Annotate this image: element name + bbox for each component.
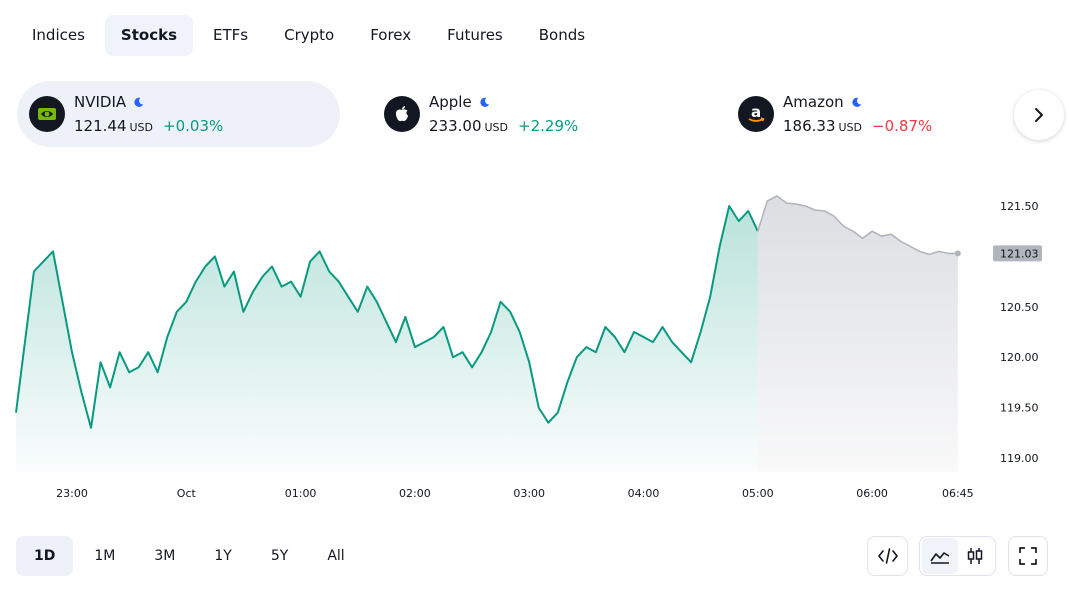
ticker-name: Amazon (783, 93, 844, 111)
category-tabs: Indices Stocks ETFs Crypto Forex Futures Bonds (16, 15, 605, 56)
x-tick-label: 03:00 (513, 487, 545, 500)
ticker-name: Apple (429, 93, 472, 111)
x-tick-label: 04:00 (628, 487, 660, 500)
next-tickers-button[interactable] (1014, 90, 1064, 140)
x-tick-label: Oct (177, 487, 197, 500)
range-1d[interactable]: 1D (16, 536, 74, 576)
ticker-card-amazon[interactable]: a Amazon 186.33 USD −0.87% (726, 81, 1006, 147)
range-3m[interactable]: 3M (154, 548, 176, 564)
ticker-price: 233.00 (429, 117, 482, 135)
ticker-currency: USD (838, 121, 863, 134)
tab-indices[interactable]: Indices (32, 26, 85, 44)
candlestick-icon (968, 548, 983, 564)
last-price-label-bg (993, 245, 1042, 262)
tab-etfs[interactable]: ETFs (213, 26, 249, 44)
moon-icon (480, 97, 489, 107)
ticker-currency: USD (129, 121, 154, 134)
tab-stocks[interactable]: Stocks (104, 15, 193, 56)
ticker-currency: USD (484, 121, 509, 134)
ticker-change: +2.29% (518, 117, 579, 135)
ticker-name: NVIDIA (74, 93, 127, 111)
ticker-price: 186.33 (783, 117, 836, 135)
tab-bonds[interactable]: Bonds (538, 26, 586, 44)
y-tick-label: 120.00 (1000, 351, 1039, 364)
embed-button[interactable] (867, 536, 908, 576)
y-tick-label: 119.00 (1000, 452, 1039, 465)
range-1y[interactable]: 1Y (214, 548, 232, 564)
ticker-price: 121.44 (74, 117, 127, 135)
x-tick-label: 01:00 (285, 487, 317, 500)
x-tick-label: 05:00 (742, 487, 774, 500)
range-1m[interactable]: 1M (94, 548, 116, 564)
regular-session-area (16, 206, 758, 472)
x-tick-label: 06:45 (942, 487, 974, 500)
moon-icon (852, 97, 861, 107)
y-tick-label: 119.50 (1000, 402, 1039, 415)
range-selector: 1D 1M 3M 1Y 5Y All (16, 536, 366, 576)
y-tick-label: 120.50 (1000, 301, 1039, 314)
candles-button[interactable] (958, 538, 994, 574)
last-price-label: 121.03 (1000, 247, 1039, 260)
y-tick-label: 121.50 (1000, 200, 1039, 213)
svg-text:a: a (751, 103, 761, 121)
amazon-logo: a (738, 96, 774, 132)
extended-session-area (757, 195, 958, 472)
area-chart-icon (930, 552, 950, 564)
fullscreen-icon (1019, 547, 1037, 565)
apple-logo (384, 96, 420, 132)
ticker-card-apple[interactable]: Apple 233.00 USD +2.29% (372, 81, 672, 147)
tab-crypto[interactable]: Crypto (284, 26, 335, 44)
x-tick-label: 06:00 (856, 487, 888, 500)
ticker-change: −0.87% (872, 117, 933, 135)
moon-icon (134, 97, 144, 107)
area-chart-button[interactable] (922, 538, 958, 574)
code-icon (877, 548, 898, 564)
tab-futures[interactable]: Futures (447, 26, 503, 44)
chart-type-group (919, 536, 996, 576)
x-tick-label: 02:00 (399, 487, 431, 500)
chevron-right-icon (1035, 108, 1043, 122)
price-chart[interactable]: 121.50 120.50 120.00 119.50 119.00 121.03 23:… (0, 160, 1069, 510)
nvidia-logo (29, 96, 65, 132)
last-price-point (954, 250, 961, 257)
range-all[interactable]: All (327, 548, 345, 564)
ticker-change: +0.03% (163, 117, 224, 135)
fullscreen-button[interactable] (1008, 536, 1048, 576)
regular-session-line (15, 205, 759, 429)
range-5y[interactable]: 5Y (270, 548, 289, 564)
extended-session-line (757, 195, 958, 256)
tab-forex[interactable]: Forex (370, 26, 412, 44)
x-tick-label: 23:00 (56, 487, 88, 500)
ticker-card-nvidia[interactable]: NVIDIA 121.44 USD +0.03% (17, 81, 340, 147)
